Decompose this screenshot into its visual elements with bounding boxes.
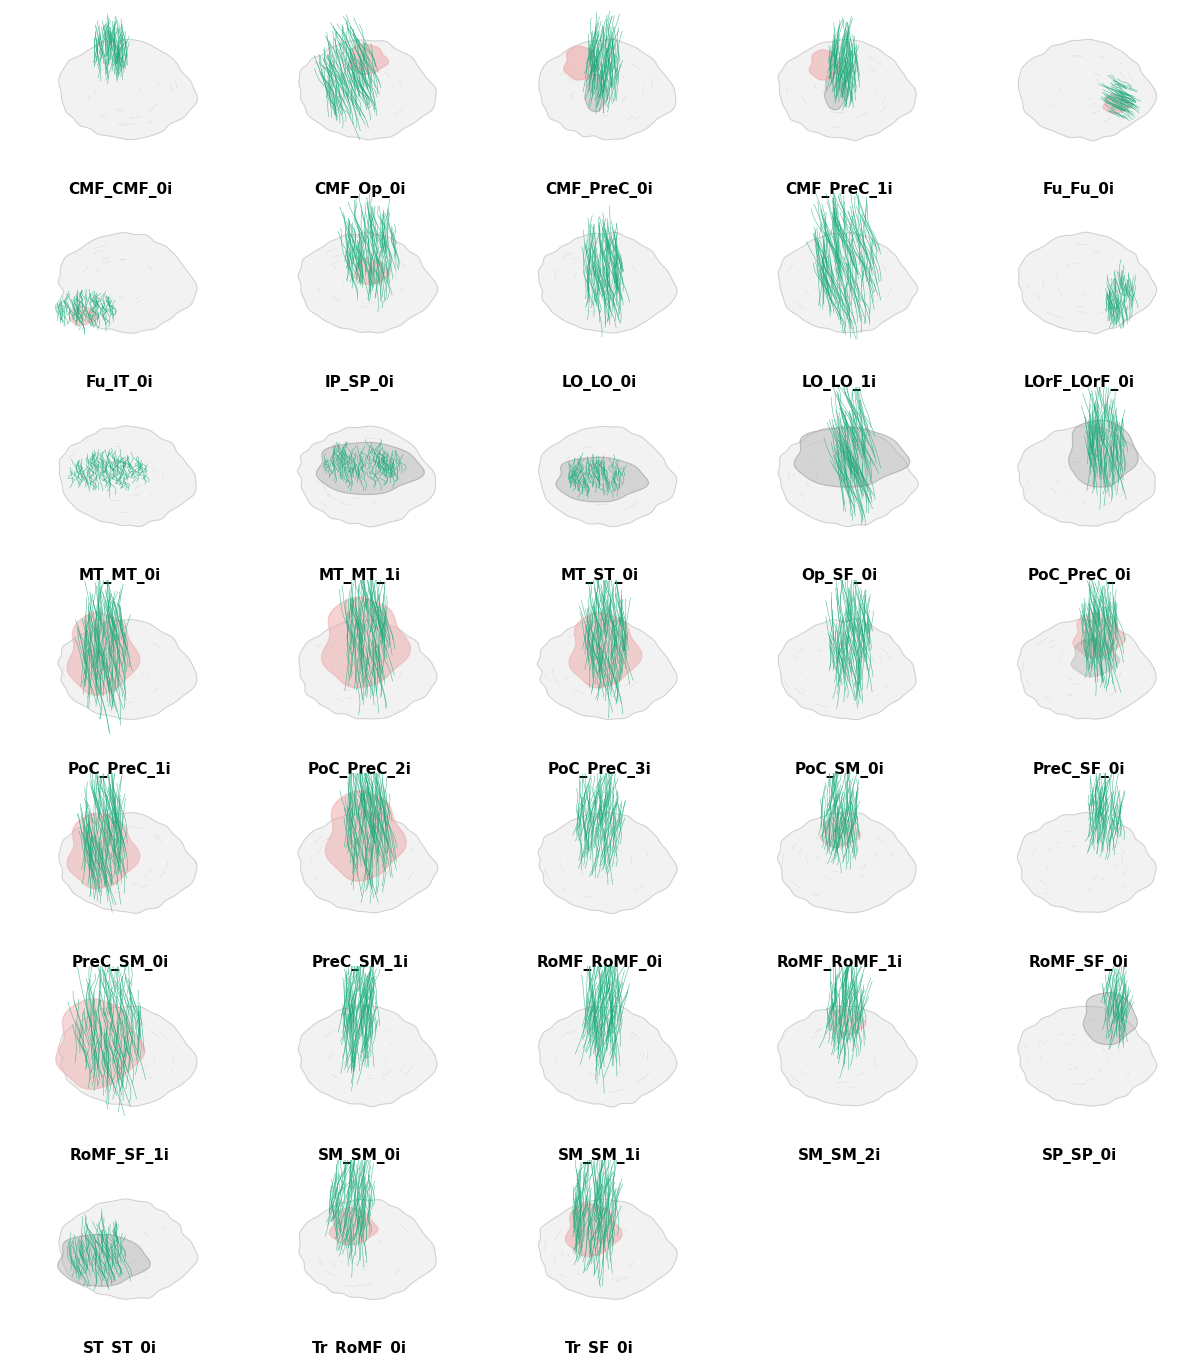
Polygon shape bbox=[778, 39, 916, 141]
Text: SM_SM_1i: SM_SM_1i bbox=[558, 1149, 641, 1164]
Polygon shape bbox=[1018, 233, 1157, 334]
Text: PreC_SF_0i: PreC_SF_0i bbox=[1032, 762, 1126, 778]
Polygon shape bbox=[556, 457, 649, 502]
Text: RoMF_RoMF_0i: RoMF_RoMF_0i bbox=[536, 955, 663, 971]
Polygon shape bbox=[59, 1199, 198, 1299]
Polygon shape bbox=[330, 1208, 378, 1245]
Polygon shape bbox=[299, 1007, 436, 1107]
Polygon shape bbox=[538, 1199, 677, 1299]
Polygon shape bbox=[1018, 620, 1156, 718]
Text: Op_SF_0i: Op_SF_0i bbox=[801, 568, 878, 584]
Polygon shape bbox=[299, 39, 436, 139]
Text: MT_ST_0i: MT_ST_0i bbox=[560, 568, 639, 584]
Polygon shape bbox=[1103, 95, 1132, 114]
Polygon shape bbox=[820, 817, 861, 847]
Polygon shape bbox=[299, 813, 438, 913]
Polygon shape bbox=[1018, 39, 1157, 141]
Text: Tr_SF_0i: Tr_SF_0i bbox=[565, 1341, 634, 1353]
Text: PreC_SM_0i: PreC_SM_0i bbox=[71, 955, 169, 971]
Polygon shape bbox=[299, 620, 438, 718]
Polygon shape bbox=[809, 50, 842, 80]
Polygon shape bbox=[70, 306, 98, 325]
Polygon shape bbox=[1073, 613, 1126, 658]
Polygon shape bbox=[778, 233, 917, 333]
Text: MT_MT_0i: MT_MT_0i bbox=[79, 568, 161, 584]
Text: PreC_SM_1i: PreC_SM_1i bbox=[311, 955, 409, 971]
Text: RoMF_RoMF_1i: RoMF_RoMF_1i bbox=[776, 955, 903, 971]
Polygon shape bbox=[299, 231, 438, 333]
Polygon shape bbox=[67, 813, 140, 889]
Polygon shape bbox=[1068, 421, 1138, 487]
Polygon shape bbox=[59, 39, 198, 139]
Text: RoMF_SF_1i: RoMF_SF_1i bbox=[70, 1149, 170, 1164]
Polygon shape bbox=[1018, 1007, 1157, 1105]
Text: Tr_RoMF_0i: Tr_RoMF_0i bbox=[312, 1341, 408, 1353]
Polygon shape bbox=[778, 813, 916, 913]
Text: CMF_PreC_0i: CMF_PreC_0i bbox=[546, 181, 653, 198]
Polygon shape bbox=[564, 46, 601, 80]
Polygon shape bbox=[56, 999, 145, 1089]
Text: PoC_SM_0i: PoC_SM_0i bbox=[795, 762, 884, 778]
Polygon shape bbox=[538, 1007, 676, 1107]
Polygon shape bbox=[67, 613, 140, 695]
Polygon shape bbox=[1018, 426, 1155, 526]
Text: IP_SP_0i: IP_SP_0i bbox=[325, 375, 394, 391]
Polygon shape bbox=[59, 813, 197, 913]
Polygon shape bbox=[1071, 639, 1120, 676]
Polygon shape bbox=[570, 613, 641, 687]
Text: LOrF_LOrF_0i: LOrF_LOrF_0i bbox=[1024, 375, 1134, 391]
Polygon shape bbox=[778, 426, 918, 526]
Polygon shape bbox=[538, 813, 677, 913]
Polygon shape bbox=[794, 428, 910, 487]
Text: CMF_Op_0i: CMF_Op_0i bbox=[314, 181, 405, 198]
Text: CMF_CMF_0i: CMF_CMF_0i bbox=[68, 181, 171, 198]
Polygon shape bbox=[1084, 993, 1138, 1045]
Text: ST_ST_0i: ST_ST_0i bbox=[83, 1341, 157, 1353]
Text: LO_LO_0i: LO_LO_0i bbox=[562, 375, 637, 391]
Text: RoMF_SF_0i: RoMF_SF_0i bbox=[1029, 955, 1129, 971]
Text: PoC_PreC_1i: PoC_PreC_1i bbox=[68, 762, 171, 778]
Polygon shape bbox=[348, 45, 388, 74]
Polygon shape bbox=[585, 74, 608, 111]
Text: CMF_PreC_1i: CMF_PreC_1i bbox=[785, 181, 893, 198]
Polygon shape bbox=[317, 442, 424, 494]
Polygon shape bbox=[778, 1007, 917, 1105]
Polygon shape bbox=[538, 426, 677, 526]
Text: Fu_Fu_0i: Fu_Fu_0i bbox=[1043, 181, 1115, 198]
Polygon shape bbox=[354, 258, 390, 284]
Polygon shape bbox=[537, 620, 677, 720]
Polygon shape bbox=[58, 1007, 197, 1107]
Text: MT_MT_1i: MT_MT_1i bbox=[319, 568, 400, 584]
Polygon shape bbox=[566, 1204, 622, 1257]
Polygon shape bbox=[538, 233, 677, 333]
Text: PoC_PreC_0i: PoC_PreC_0i bbox=[1028, 568, 1131, 584]
Polygon shape bbox=[321, 598, 410, 687]
Polygon shape bbox=[825, 73, 848, 110]
Text: Fu_IT_0i: Fu_IT_0i bbox=[86, 375, 153, 391]
Polygon shape bbox=[297, 426, 435, 526]
Polygon shape bbox=[58, 620, 197, 720]
Text: PoC_PreC_2i: PoC_PreC_2i bbox=[308, 762, 411, 778]
Polygon shape bbox=[325, 790, 406, 881]
Polygon shape bbox=[538, 39, 676, 139]
Polygon shape bbox=[59, 233, 197, 333]
Polygon shape bbox=[778, 618, 916, 720]
Polygon shape bbox=[1018, 813, 1156, 912]
Text: SM_SM_0i: SM_SM_0i bbox=[318, 1149, 402, 1164]
Polygon shape bbox=[830, 1009, 866, 1035]
Text: LO_LO_1i: LO_LO_1i bbox=[802, 375, 876, 391]
Text: PoC_PreC_3i: PoC_PreC_3i bbox=[548, 762, 651, 778]
Polygon shape bbox=[58, 1234, 150, 1287]
Text: SP_SP_0i: SP_SP_0i bbox=[1042, 1149, 1116, 1164]
Polygon shape bbox=[60, 426, 197, 526]
Text: SM_SM_2i: SM_SM_2i bbox=[797, 1149, 881, 1164]
Polygon shape bbox=[299, 1199, 436, 1299]
